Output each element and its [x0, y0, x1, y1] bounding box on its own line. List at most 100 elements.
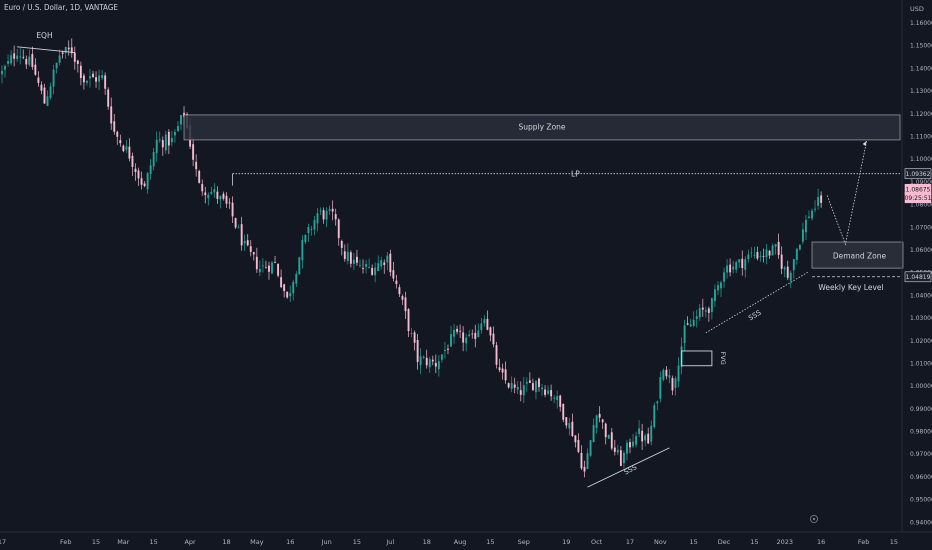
candle — [255, 247, 258, 273]
candle — [307, 223, 310, 242]
candle — [641, 423, 644, 451]
candle — [107, 87, 110, 110]
candle — [316, 208, 319, 232]
candle — [261, 258, 264, 273]
annotation-supply-zone[interactable]: Supply Zone — [518, 122, 565, 131]
candle — [735, 260, 738, 274]
candle — [471, 329, 474, 339]
price-tick-label: 1.12000 — [910, 111, 932, 118]
candle — [762, 248, 765, 263]
candle — [616, 444, 619, 456]
time-tick-label: Feb — [858, 538, 870, 546]
price-tick-label: 1.08000 — [910, 202, 932, 209]
time-tick-label: 19 — [562, 538, 570, 546]
candle — [173, 129, 176, 143]
sss-line-1[interactable] — [587, 447, 670, 488]
annotation-weekly-key-level[interactable]: Weekly Key Level — [818, 283, 883, 292]
candle — [125, 140, 128, 153]
time-tick-label: 18 — [222, 538, 230, 546]
candle — [155, 131, 158, 162]
candle — [210, 186, 213, 195]
supply-zone-box[interactable] — [183, 114, 901, 141]
candle — [638, 420, 641, 437]
candle — [216, 186, 219, 204]
candle — [662, 368, 665, 382]
price-label: 09:25:51 — [905, 192, 932, 204]
time-axis[interactable]: 17 Feb 15 Mar 15 Apr 18 May 16 Jun 15 Jul 18 Aug 15 Sep… — [0, 538, 898, 546]
demand-zone-box[interactable] — [811, 241, 904, 269]
candle — [140, 171, 143, 190]
annotation-lp[interactable]: LP — [571, 170, 580, 179]
candle — [268, 261, 270, 280]
candle — [204, 186, 207, 204]
time-tick-label: Jun — [321, 538, 332, 546]
candle — [723, 267, 725, 288]
candle — [717, 280, 719, 295]
candle — [70, 38, 73, 58]
candle — [450, 325, 452, 347]
time-tick-label: 15 — [890, 538, 898, 546]
candle — [113, 114, 116, 135]
candle — [164, 130, 167, 154]
candle — [116, 130, 119, 145]
candle — [659, 371, 662, 403]
candle — [240, 216, 243, 251]
candle — [237, 224, 240, 229]
sss-line-2[interactable] — [705, 271, 810, 334]
settings-icon[interactable] — [809, 514, 819, 524]
candle — [207, 192, 210, 206]
price-labels: 1.09362 1.08675 09:25:51 1.04819 — [905, 168, 932, 283]
candle — [522, 376, 525, 404]
candle — [580, 445, 583, 470]
annotation-eqh[interactable]: EQH — [36, 31, 52, 40]
candle — [644, 433, 647, 447]
candle — [398, 284, 401, 298]
candle — [304, 234, 307, 245]
candle — [462, 326, 465, 352]
candle — [489, 326, 492, 342]
candle — [553, 395, 556, 404]
time-tick-label: Dec — [718, 538, 731, 546]
candle — [325, 207, 328, 227]
annotation-demand-zone[interactable]: Demand Zone — [833, 252, 887, 261]
candle — [192, 137, 195, 167]
candle — [504, 361, 507, 384]
time-tick-label: 17 — [626, 538, 634, 546]
candle — [377, 255, 380, 272]
candle — [710, 297, 713, 320]
candle — [601, 418, 604, 429]
candle — [368, 258, 371, 269]
annotation-fvg[interactable]: FVG — [719, 352, 727, 365]
candle — [817, 188, 820, 210]
candle — [820, 191, 823, 208]
eqh-line[interactable] — [17, 46, 75, 53]
candle — [771, 243, 774, 256]
price-axis[interactable]: 1.16000 1.15000 1.14000 1.13000 1.12000 1.110… — [910, 20, 932, 526]
candle — [759, 251, 762, 262]
candle — [104, 72, 107, 95]
candle — [577, 433, 580, 454]
candle — [592, 418, 595, 443]
candle — [22, 49, 25, 60]
projection-path[interactable] — [826, 140, 868, 246]
candle — [443, 341, 446, 359]
svg-text:1.04819: 1.04819 — [906, 274, 931, 281]
candle — [67, 40, 70, 56]
time-tick-label: Oct — [591, 538, 603, 546]
candle — [431, 355, 434, 366]
candle — [158, 131, 161, 143]
candle — [195, 154, 198, 177]
candle — [468, 329, 471, 338]
candle — [465, 333, 468, 352]
fvg-box[interactable] — [681, 350, 713, 367]
candle — [143, 181, 146, 188]
candle — [170, 130, 173, 147]
candle — [149, 159, 152, 180]
price-tick-label: 1.10000 — [910, 156, 932, 163]
candle — [295, 270, 298, 288]
candle — [131, 152, 134, 176]
